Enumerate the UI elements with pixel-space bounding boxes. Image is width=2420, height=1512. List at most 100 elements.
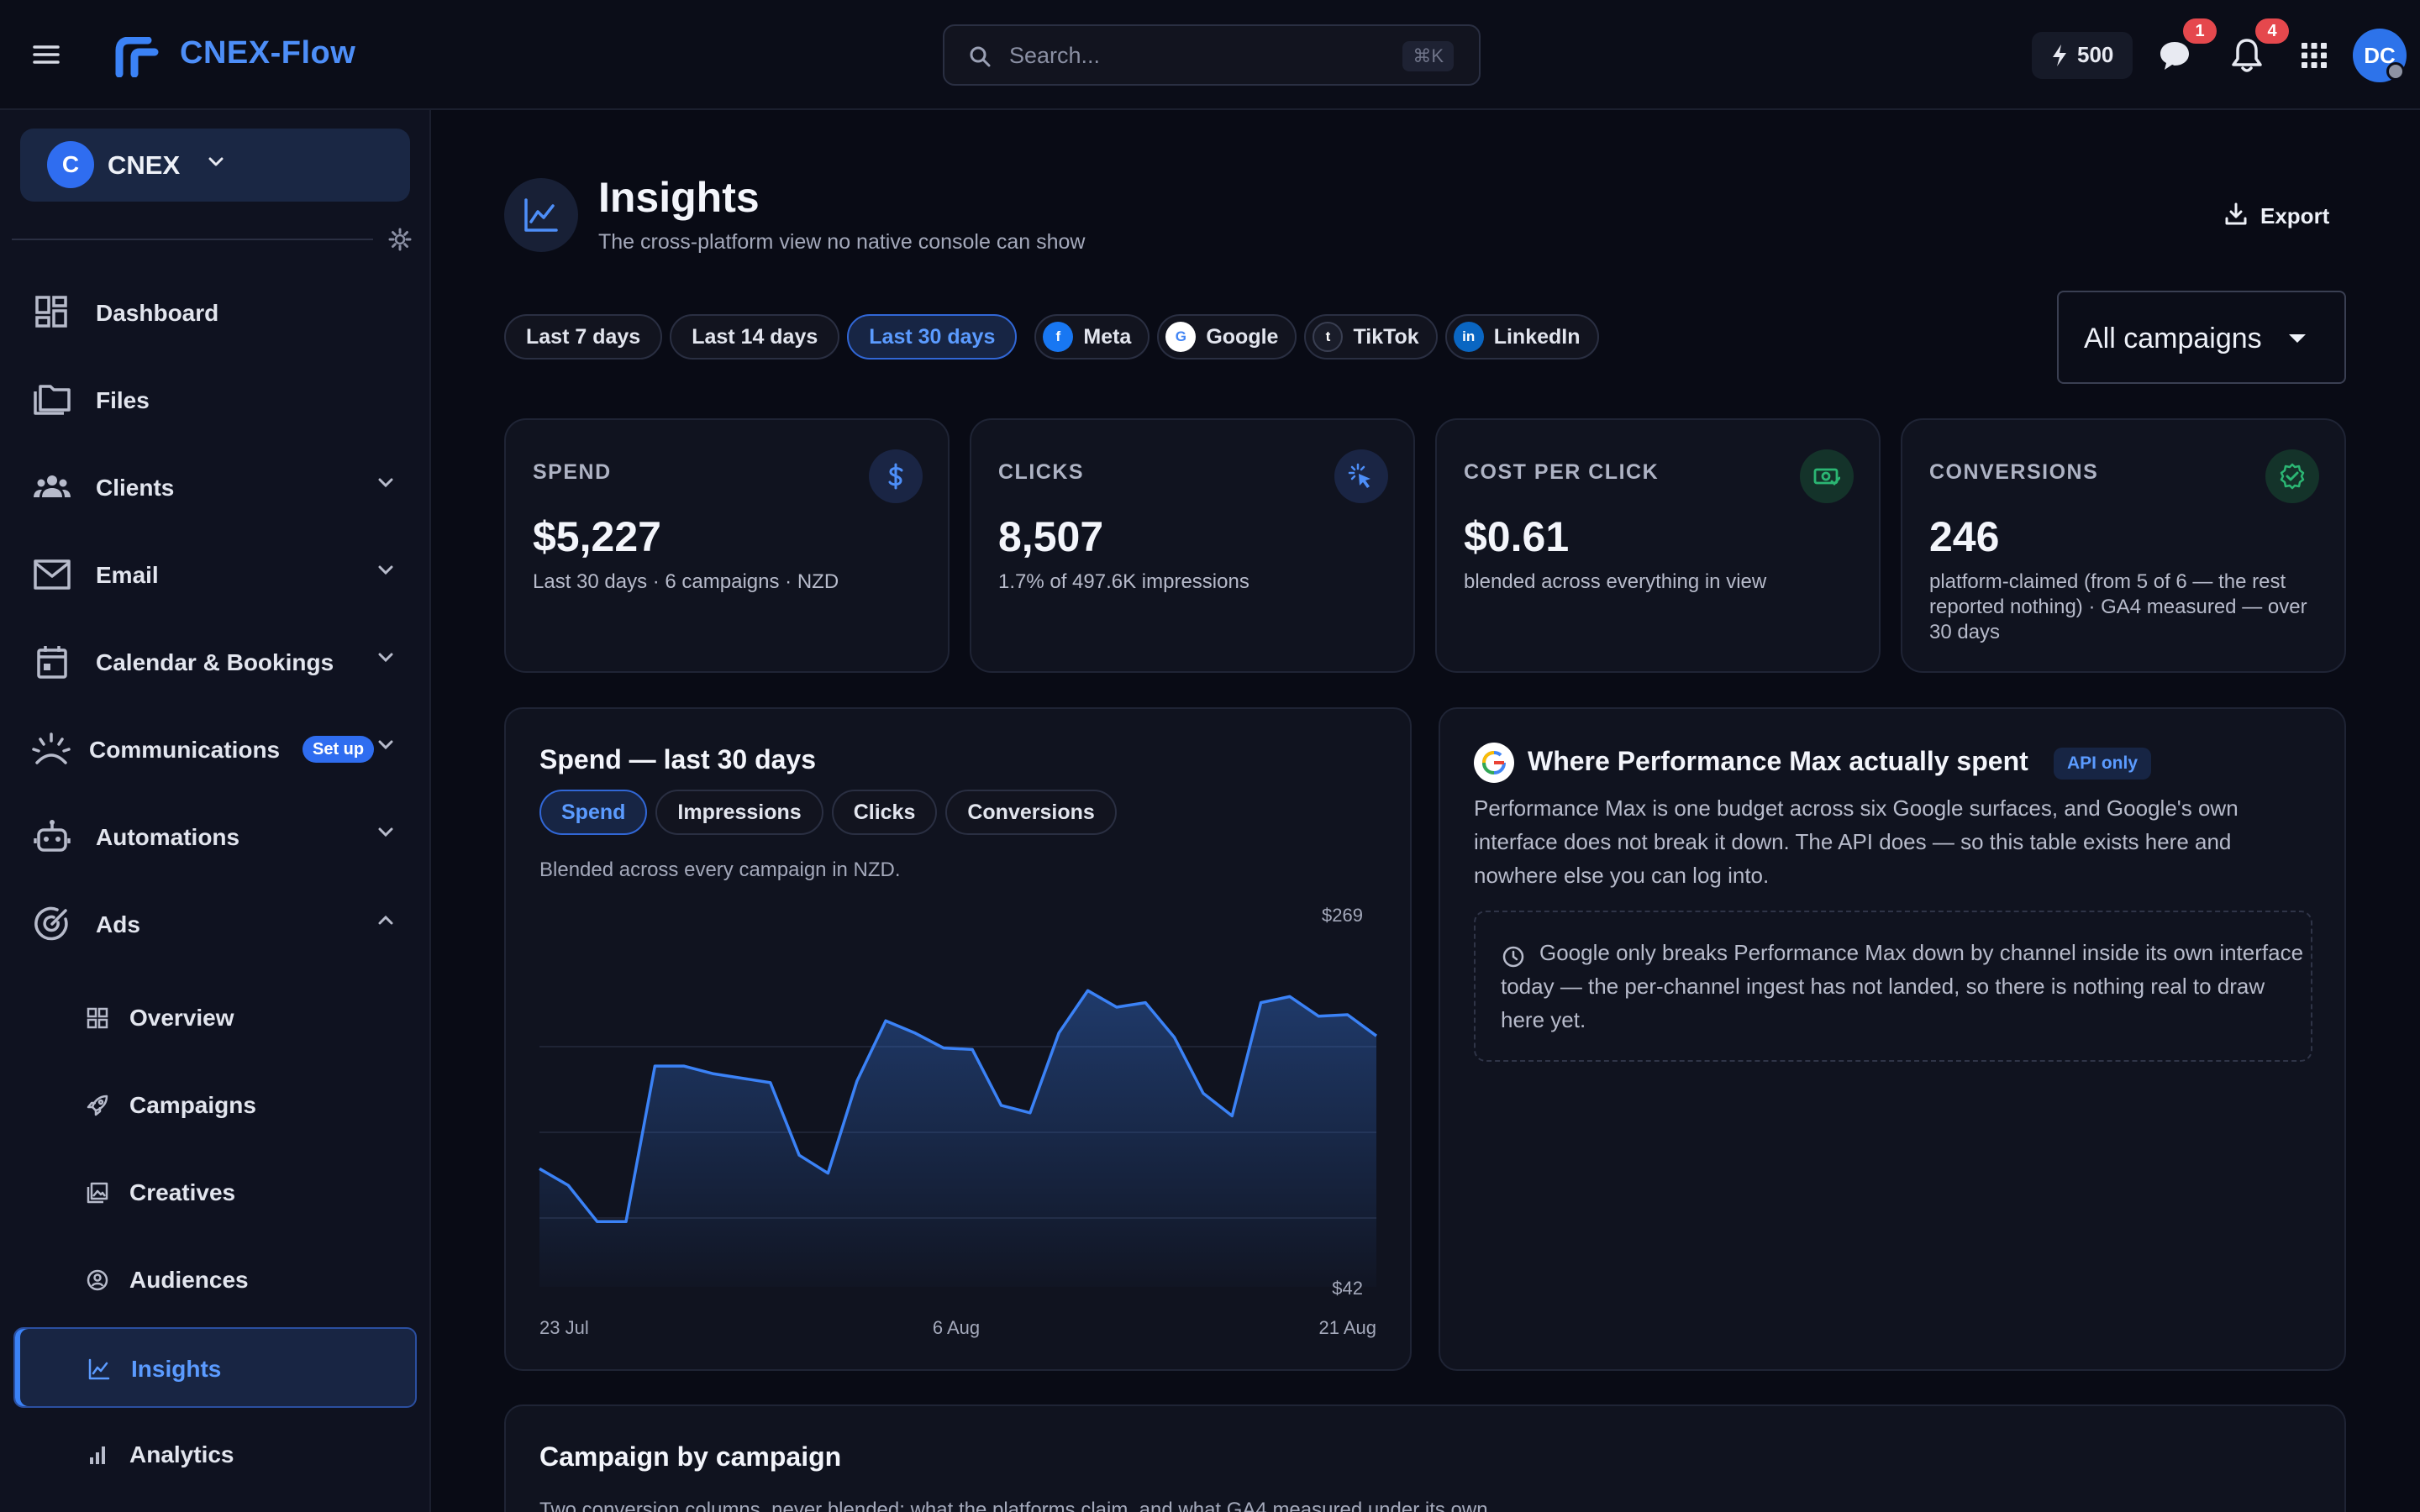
messages-badge: 1 xyxy=(2183,18,2217,44)
chip-label: Google xyxy=(1206,324,1279,349)
clients-icon xyxy=(32,467,72,507)
kpi-card-clicks: CLICKS 8,507 1.7% of 497.6K impressions xyxy=(970,418,1415,673)
kpi-label: CLICKS xyxy=(998,460,1085,484)
workspace-name: CNEX xyxy=(108,150,181,180)
chip-label: Last 30 days xyxy=(869,324,996,349)
status-indicator xyxy=(2386,62,2405,81)
sidebar-item-automations[interactable]: Automations xyxy=(13,799,417,874)
sidebar-item-label: Communications xyxy=(89,737,281,763)
platform-filter-tiktok[interactable]: t TikTok xyxy=(1304,314,1438,360)
bell-icon[interactable] xyxy=(2230,37,2264,74)
sidebar-item-label: Overview xyxy=(129,1005,234,1031)
pmax-card: Where Performance Max actually spent API… xyxy=(1439,707,2346,1371)
chevron-down-icon xyxy=(208,157,224,167)
pmax-description: Performance Max is one budget across six… xyxy=(1474,795,2238,888)
filter-last-7-days[interactable]: Last 7 days xyxy=(504,314,663,360)
kpi-value: $0.61 xyxy=(1464,513,1570,560)
sidebar-item-ads[interactable]: Ads xyxy=(13,886,417,962)
sidebar-item-clients[interactable]: Clients xyxy=(13,449,417,525)
sidebar-item-label: Analytics xyxy=(129,1441,234,1467)
filter-last-30-days[interactable]: Last 30 days xyxy=(847,314,1018,360)
line-chart-icon xyxy=(87,1357,111,1381)
pmax-empty-state: Google only breaks Performance Max down … xyxy=(1474,911,2312,1062)
filter-last-14-days[interactable]: Last 14 days xyxy=(670,314,840,360)
automations-icon xyxy=(32,816,72,857)
chevron-up-icon xyxy=(378,915,393,925)
insights-header-icon xyxy=(504,178,578,252)
page-title: Insights xyxy=(598,174,760,221)
sidebar-divider xyxy=(12,239,373,240)
chip-label: Last 7 days xyxy=(526,324,641,349)
pmax-title: Where Performance Max actually spent xyxy=(1528,746,2028,776)
linkedin-icon: in xyxy=(1453,322,1484,352)
x-tick-label: 21 Aug xyxy=(1318,1317,1376,1338)
caret-down-icon xyxy=(2289,334,2306,343)
menu-icon[interactable] xyxy=(32,40,60,69)
empty-state-text: Google only breaks Performance Max down … xyxy=(1501,940,2304,1032)
sidebar-item-files[interactable]: Files xyxy=(13,362,417,438)
tab-label: Clicks xyxy=(853,800,916,824)
brand-logo-icon[interactable] xyxy=(114,37,165,77)
apps-grid-icon[interactable] xyxy=(2301,42,2328,69)
credits-button[interactable]: 500 xyxy=(2032,32,2133,79)
tab-label: Impressions xyxy=(677,800,802,824)
brand-name[interactable]: CNEX-Flow xyxy=(180,35,356,71)
sidebar-item-dashboard[interactable]: Dashboard xyxy=(13,275,417,350)
chevron-down-icon xyxy=(378,478,393,488)
kpi-label: COST PER CLICK xyxy=(1464,460,1660,484)
campaign-select-value: All campaigns xyxy=(2084,323,2262,354)
sidebar-subitem-creatives[interactable]: Creatives xyxy=(13,1152,417,1233)
sidebar-item-email[interactable]: Email xyxy=(13,537,417,612)
sidebar: C CNEX Dashboard Files Clients Email xyxy=(0,110,431,1512)
sidebar-item-label: Automations xyxy=(96,824,240,850)
tab-label: Conversions xyxy=(967,800,1095,824)
chip-label: TikTok xyxy=(1353,324,1419,349)
workspace-switcher[interactable]: C CNEX xyxy=(20,129,410,202)
sidebar-item-label: Campaigns xyxy=(129,1092,256,1118)
chart-note: Blended across every campaign in NZD. xyxy=(539,858,901,881)
platform-filter-linkedin[interactable]: in LinkedIn xyxy=(1444,314,1599,360)
tab-impressions[interactable]: Impressions xyxy=(655,790,823,835)
spend-line-chart: $269 $42 23 Jul 6 Aug 21 Aug xyxy=(539,905,1378,1338)
campaign-select[interactable]: All campaigns xyxy=(2057,291,2346,384)
tab-spend[interactable]: Spend xyxy=(539,790,648,835)
tab-clicks[interactable]: Clicks xyxy=(831,790,938,835)
tiktok-icon: t xyxy=(1313,322,1344,352)
sidebar-subitem-campaigns[interactable]: Campaigns xyxy=(13,1065,417,1146)
sidebar-item-label: Email xyxy=(96,562,159,588)
chevron-down-icon xyxy=(378,653,393,663)
platform-filter-google[interactable]: G Google xyxy=(1157,314,1297,360)
export-label: Export xyxy=(2260,203,2330,228)
sidebar-item-communications[interactable]: Communications Set up xyxy=(13,711,417,787)
sidebar-subitem-analytics[interactable]: Analytics xyxy=(13,1415,417,1495)
chip-label: Meta xyxy=(1083,324,1132,349)
tab-conversions[interactable]: Conversions xyxy=(945,790,1117,835)
download-icon xyxy=(2223,202,2249,227)
filter-bar: Last 7 days Last 14 days Last 30 days f … xyxy=(504,314,1599,360)
sidebar-item-calendar[interactable]: Calendar & Bookings xyxy=(13,624,417,700)
calendar-icon xyxy=(32,642,72,682)
kpi-subtext: 1.7% of 497.6K impressions xyxy=(998,570,1249,593)
search-input[interactable]: Search... ⌘K xyxy=(943,24,1481,86)
search-shortcut: ⌘K xyxy=(1402,41,1454,71)
setup-badge: Set up xyxy=(302,736,375,763)
x-tick-label: 6 Aug xyxy=(933,1317,980,1338)
credits-value: 500 xyxy=(2077,42,2114,67)
google-icon: G xyxy=(1165,322,1197,352)
workspace-avatar: C xyxy=(47,141,94,188)
bar-chart-icon xyxy=(86,1443,109,1467)
kpi-value: 246 xyxy=(1929,513,2000,560)
messages-icon[interactable] xyxy=(2158,39,2191,72)
sidebar-subitem-audiences[interactable]: Audiences xyxy=(13,1240,417,1320)
chevron-down-icon xyxy=(378,740,393,750)
y-min-label: $42 xyxy=(1332,1278,1363,1299)
chart-title: Spend — last 30 days xyxy=(539,744,817,774)
sidebar-subitem-insights[interactable]: Insights xyxy=(13,1327,417,1408)
api-only-badge: API only xyxy=(2054,748,2152,780)
chevron-down-icon xyxy=(378,565,393,575)
gear-icon[interactable] xyxy=(388,228,412,251)
dollar-icon xyxy=(869,449,923,503)
platform-filter-meta[interactable]: f Meta xyxy=(1034,314,1150,360)
sidebar-item-label: Insights xyxy=(131,1356,222,1382)
sidebar-subitem-overview[interactable]: Overview xyxy=(13,978,417,1058)
